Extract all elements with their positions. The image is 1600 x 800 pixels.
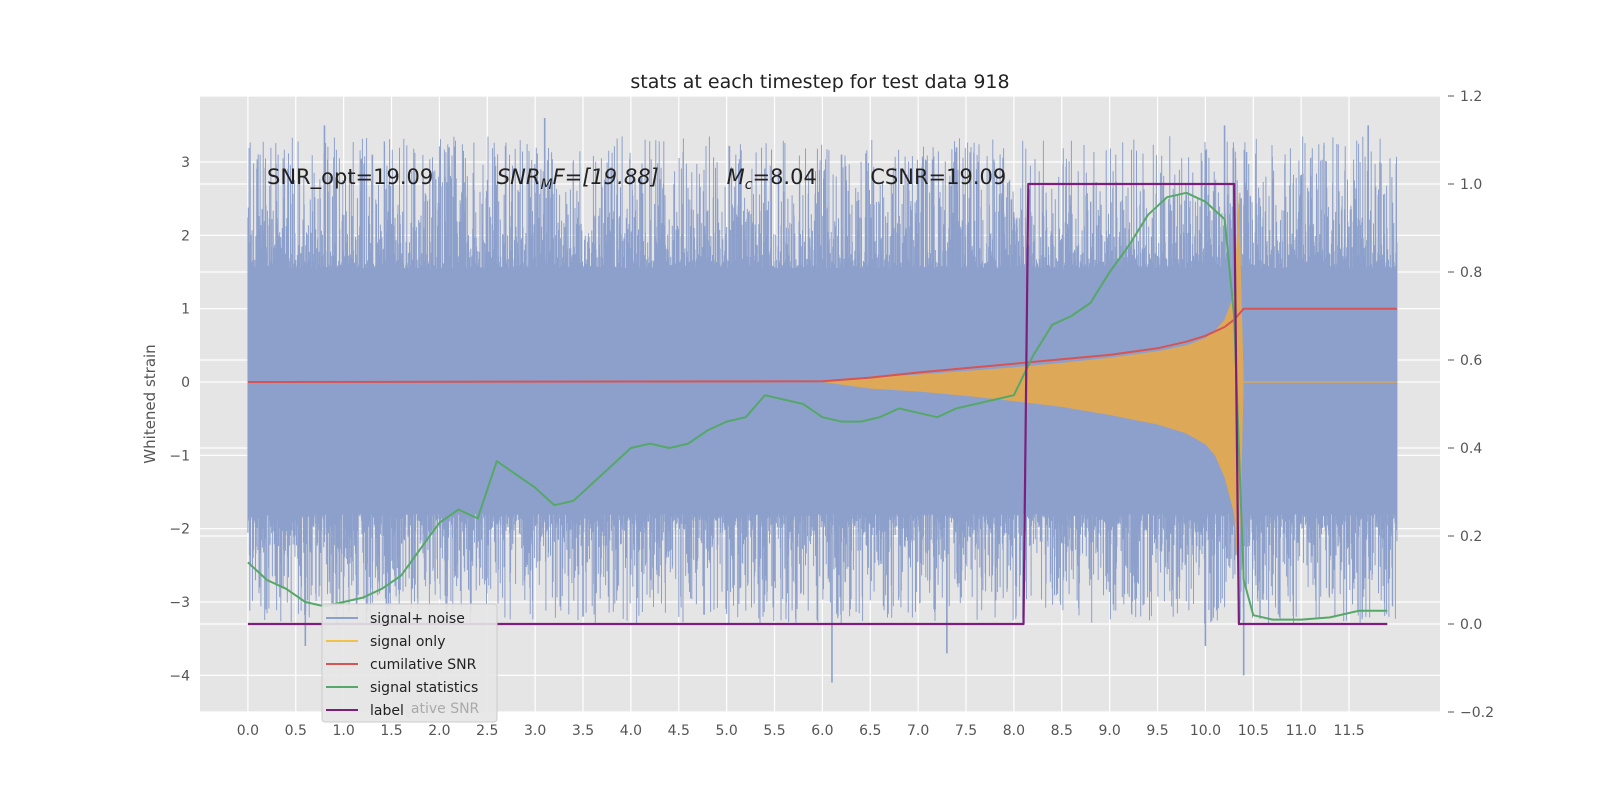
y2-tick-label: 0.6	[1460, 353, 1482, 369]
y2-tick-label: 0.2	[1460, 529, 1482, 545]
y2-tick-label: 1.2	[1460, 89, 1482, 105]
x-axis-ticks: 0.0 0.5 1.0 1.5 2.0 2.5 3.0 3.5 4.0 4.5 5.0 5.5 6.0 6…	[237, 723, 1365, 739]
cumulative-snr-line	[247, 307, 1397, 383]
x-tick-label: 5.0	[716, 723, 738, 739]
y-axis-ticks: 3 2 1 0 −1 −2 −3 −4	[169, 155, 190, 684]
label-line	[247, 182, 1388, 626]
legend-hidden-text: lative SNR	[407, 701, 480, 717]
x-tick-label: 9.0	[1099, 723, 1121, 739]
annotation-base: SNR	[497, 165, 541, 189]
y2-axis-ticks: 1.2 1.0 0.8 0.6 0.4 0.2 0.0 −0.2	[1448, 89, 1494, 721]
annotation-subscript: M	[540, 177, 552, 193]
annotation: SNR_opt=19.09	[267, 165, 433, 190]
x-tick-label: 11.5	[1333, 723, 1364, 739]
series-label	[247, 182, 1388, 626]
series-signal-only	[822, 191, 1397, 588]
series-signal-statistics	[247, 191, 1388, 621]
annotation-base: M	[727, 165, 745, 189]
x-tick-label: 1.5	[380, 723, 402, 739]
x-tick-label: 0.0	[237, 723, 259, 739]
x-tick-label: 2.0	[428, 723, 450, 739]
x-tick-label: 2.5	[476, 723, 498, 739]
x-tick-label: 5.5	[763, 723, 785, 739]
legend-entry: label	[370, 703, 404, 719]
y-tick-label: 0	[181, 375, 190, 391]
legend-mask	[406, 700, 410, 718]
x-tick-label: 4.5	[668, 723, 690, 739]
legend-entry: signal statistics	[370, 680, 478, 696]
annotations: SNR_opt=19.09 SNRMF=[19.88] Mc=8.04 CSNR=19…	[267, 165, 1006, 193]
annotation: Mc=8.04	[727, 165, 817, 193]
y2-tick-label: 0.0	[1460, 617, 1482, 633]
signal-envelope	[822, 191, 1397, 588]
annotation: CSNR=19.09	[870, 165, 1006, 189]
x-tick-label: 8.0	[1003, 723, 1025, 739]
x-tick-label: 0.5	[285, 723, 307, 739]
y-tick-label: −2	[169, 522, 190, 538]
x-tick-label: 11.0	[1286, 723, 1317, 739]
x-tick-label: 1.0	[332, 723, 354, 739]
y-tick-label: 1	[181, 302, 190, 318]
annotation-rest: =8.04	[752, 165, 816, 189]
y2-tick-label: 0.8	[1460, 265, 1482, 281]
annotation-rest: F=[19.88]	[553, 165, 659, 189]
x-tick-label: 10.5	[1238, 723, 1269, 739]
signal-statistics-line	[247, 191, 1388, 621]
annotation: SNRMF=[19.88]	[497, 165, 659, 193]
y2-tick-label: −0.2	[1460, 705, 1494, 721]
y-tick-label: 2	[181, 228, 190, 244]
y-tick-label: 3	[181, 155, 190, 171]
x-tick-label: 8.5	[1051, 723, 1073, 739]
y2-tick-label: 1.0	[1460, 177, 1482, 193]
y-axis-label: Whitened strain	[141, 344, 159, 463]
series-cumulative-snr	[247, 307, 1397, 383]
x-tick-label: 3.5	[572, 723, 594, 739]
y-tick-label: −1	[169, 448, 190, 464]
chart-title: stats at each timestep for test data 918	[630, 71, 1009, 93]
x-tick-label: 6.0	[811, 723, 833, 739]
y2-tick-label: 0.4	[1460, 441, 1482, 457]
x-tick-label: 4.0	[620, 723, 642, 739]
x-tick-label: 3.0	[524, 723, 546, 739]
annotation-subscript: c	[745, 177, 753, 193]
x-tick-label: 7.0	[907, 723, 929, 739]
legend-entry: cumilative SNR	[370, 657, 477, 673]
legend-entry: signal only	[370, 634, 445, 650]
legend-box	[321, 603, 498, 723]
x-tick-label: 10.0	[1190, 723, 1221, 739]
x-tick-label: 7.5	[955, 723, 977, 739]
x-tick-label: 6.5	[859, 723, 881, 739]
y-tick-label: −4	[169, 668, 190, 684]
legend: lative SNR signal+ noise signal only cumila…	[321, 603, 498, 723]
x-tick-label: 9.5	[1146, 723, 1168, 739]
legend-entry: signal+ noise	[370, 611, 465, 627]
y-tick-label: −3	[169, 595, 190, 611]
